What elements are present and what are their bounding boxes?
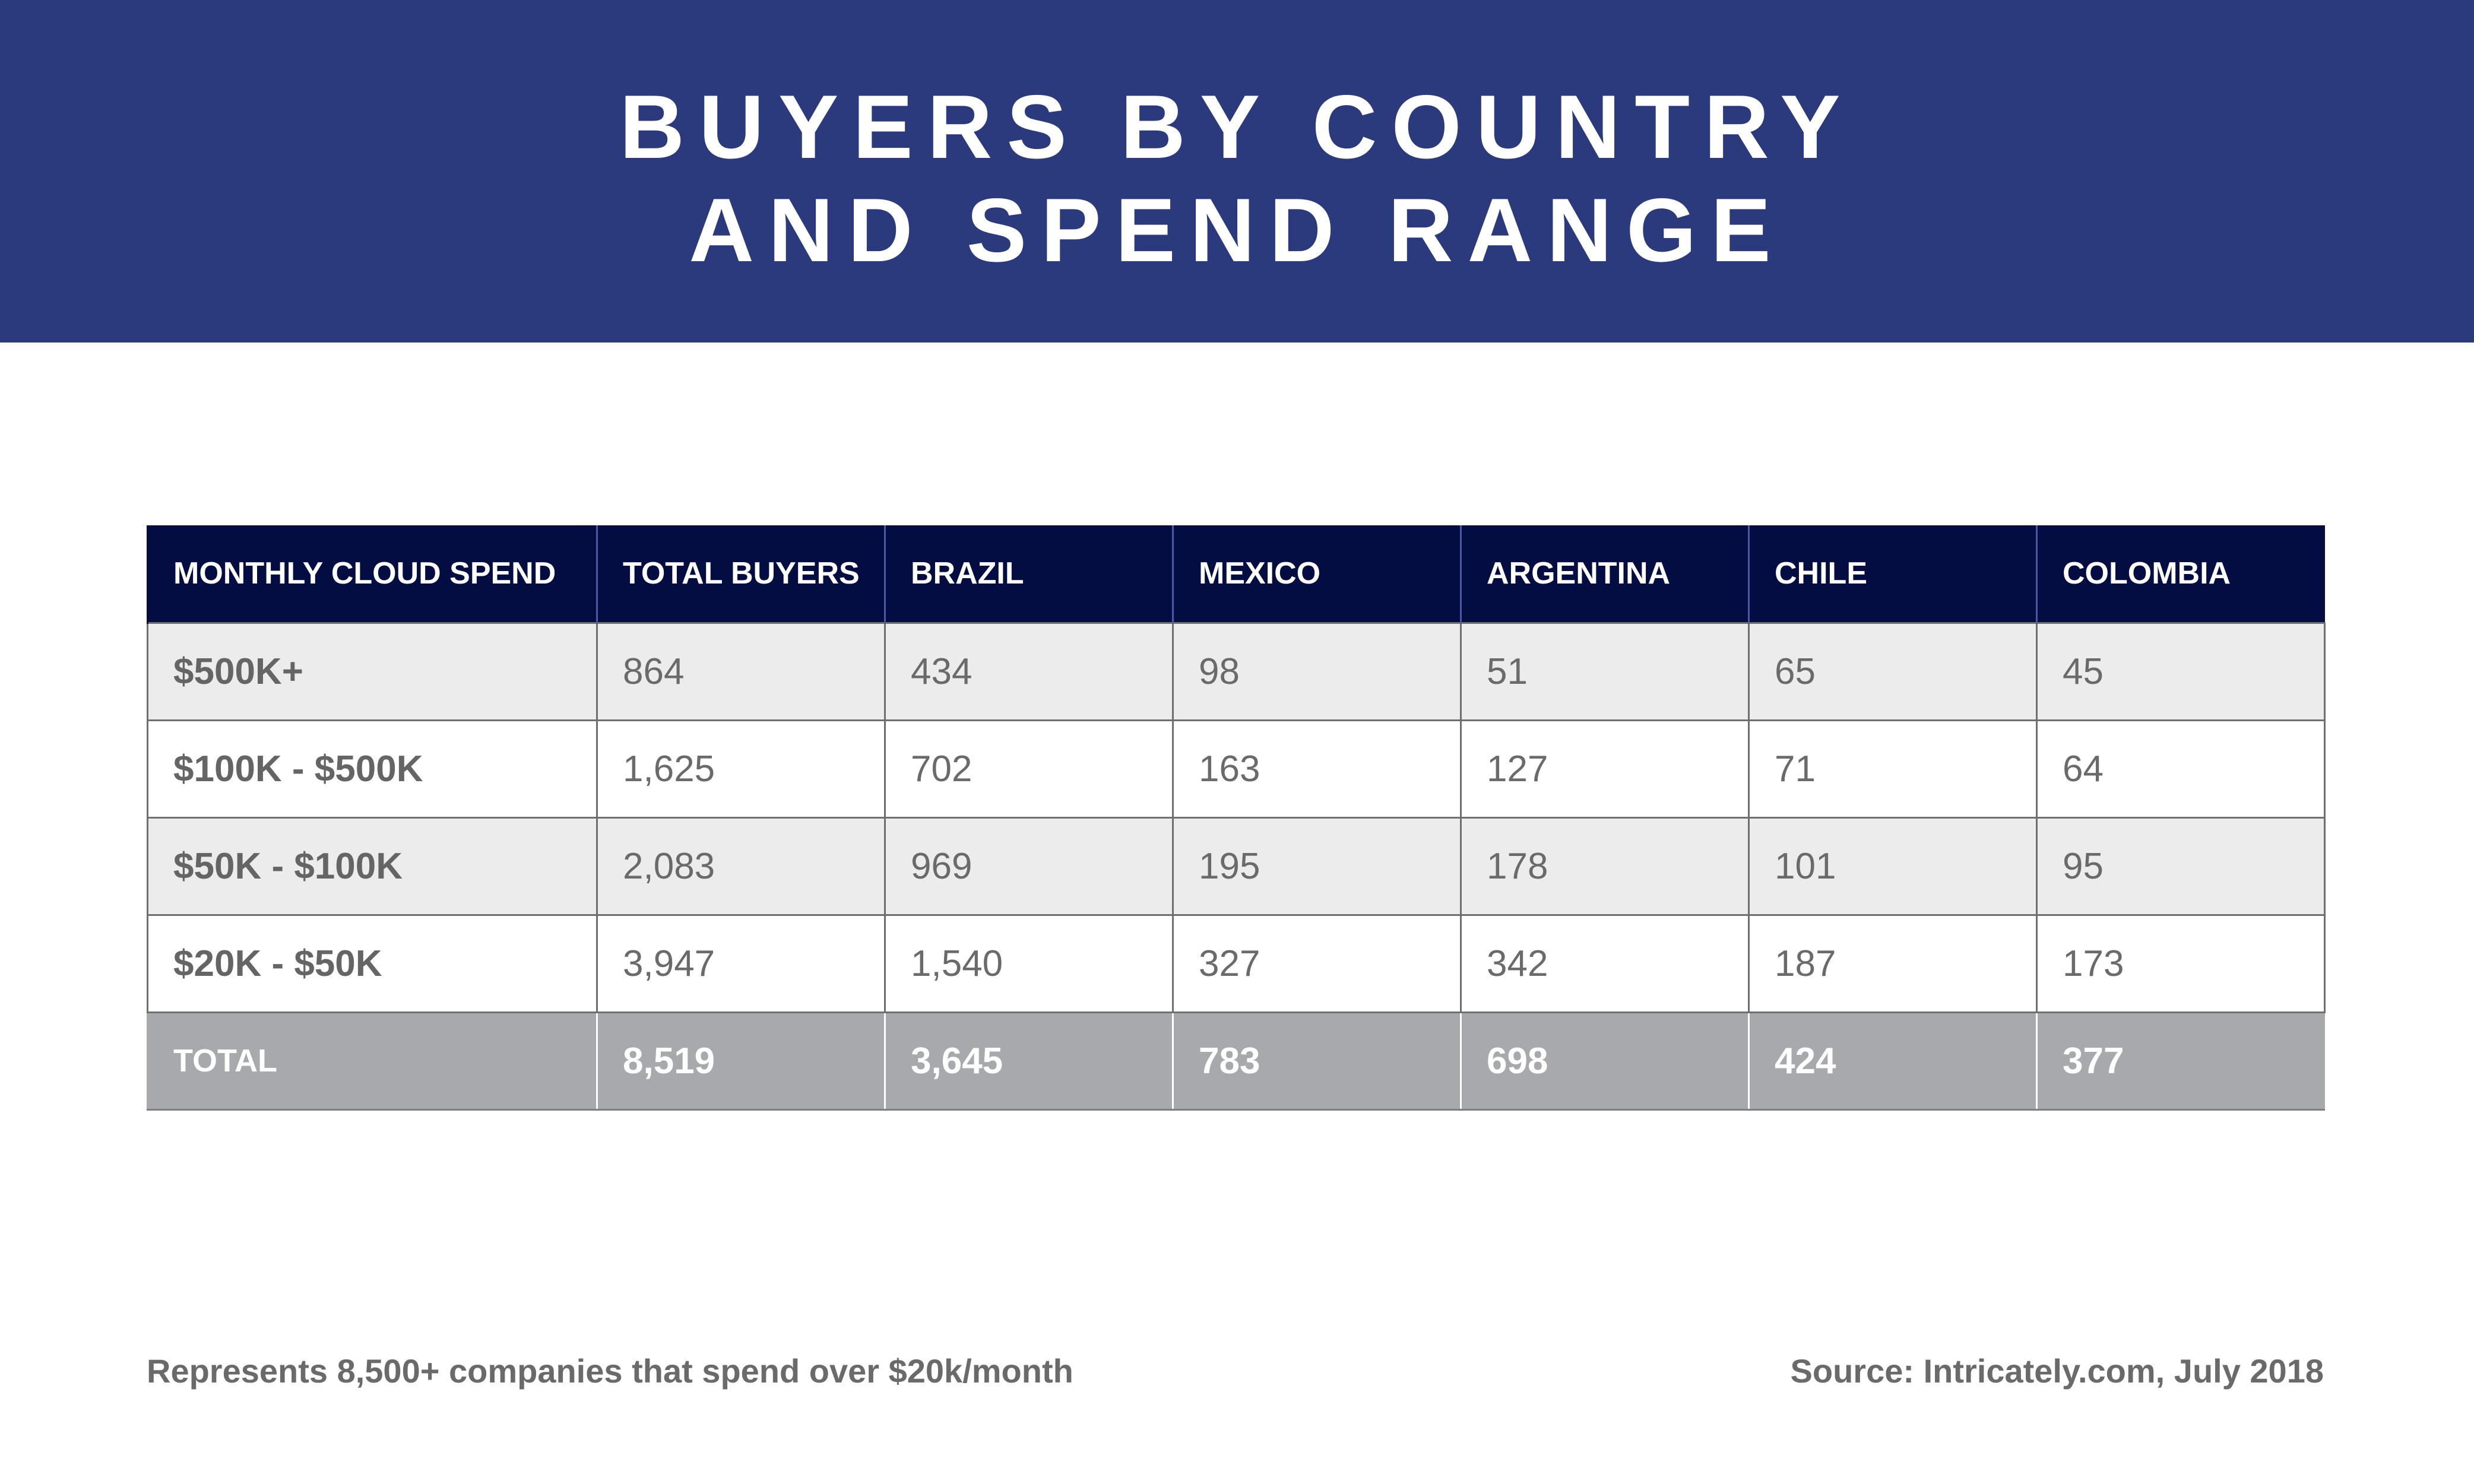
table-cell: 702 [884,719,1174,819]
table-header-row: MONTHLY CLOUD SPEND TOTAL BUYERS BRAZIL MEX… [147,525,2325,623]
table-cell: 95 [2036,816,2326,916]
table-cell: 1,540 [884,914,1174,1013]
table-cell: 1,625 [596,719,886,819]
column-header: MEXICO [1172,525,1461,623]
title-banner: BUYERS BY COUNTRY AND SPEND RANGE [0,0,2474,343]
table-row: $50K - $100K 2,083 969 195 178 101 95 [147,816,2326,916]
table-cell: 969 [884,816,1174,916]
table-cell: 98 [1172,621,1462,721]
table-row: $20K - $50K 3,947 1,540 327 342 187 173 [147,914,2326,1013]
total-cell: 8,519 [596,1012,885,1111]
table-cell: 163 [1172,719,1462,819]
table-cell: 327 [1172,914,1462,1013]
footnote-text: Represents 8,500+ companies that spend o… [147,1352,1073,1390]
row-label: $50K - $100K [147,816,598,916]
table-cell: 71 [1748,719,2038,819]
page-title-line-1: BUYERS BY COUNTRY [619,77,1855,177]
table-cell: 342 [1460,914,1750,1013]
table-cell: 51 [1460,621,1750,721]
table-cell: 178 [1460,816,1750,916]
row-label: $500K+ [147,621,598,721]
row-label: $20K - $50K [147,914,598,1013]
column-header: TOTAL BUYERS [596,525,885,623]
table-total-row: TOTAL 8,519 3,645 783 698 424 377 [147,1012,2325,1111]
table-cell: 2,083 [596,816,886,916]
table-cell: 864 [596,621,886,721]
total-cell: 698 [1460,1012,1749,1111]
total-cell: 3,645 [884,1012,1173,1111]
page-title-line-2: AND SPEND RANGE [689,180,1785,281]
column-header: COLOMBIA [2036,525,2325,623]
table-cell: 187 [1748,914,2038,1013]
table-cell: 195 [1172,816,1462,916]
table-row: $100K - $500K 1,625 702 163 127 71 64 [147,719,2326,819]
table-cell: 101 [1748,816,2038,916]
column-header: MONTHLY CLOUD SPEND [147,525,597,623]
table-cell: 3,947 [596,914,886,1013]
column-header: CHILE [1748,525,2037,623]
total-cell: 783 [1172,1012,1461,1111]
total-label: TOTAL [147,1012,597,1111]
table-cell: 434 [884,621,1174,721]
table-row: $500K+ 864 434 98 51 65 45 [147,621,2326,721]
total-cell: 377 [2036,1012,2325,1111]
buyers-table: MONTHLY CLOUD SPEND TOTAL BUYERS BRAZIL MEX… [147,525,2326,1111]
table-cell: 173 [2036,914,2326,1013]
table-cell: 64 [2036,719,2326,819]
total-cell: 424 [1748,1012,2037,1111]
source-text: Source: Intricately.com, July 2018 [1790,1352,2324,1390]
table-cell: 127 [1460,719,1750,819]
table-cell: 65 [1748,621,2038,721]
column-header: ARGENTINA [1460,525,1749,623]
table-cell: 45 [2036,621,2326,721]
column-header: BRAZIL [884,525,1173,623]
row-label: $100K - $500K [147,719,598,819]
